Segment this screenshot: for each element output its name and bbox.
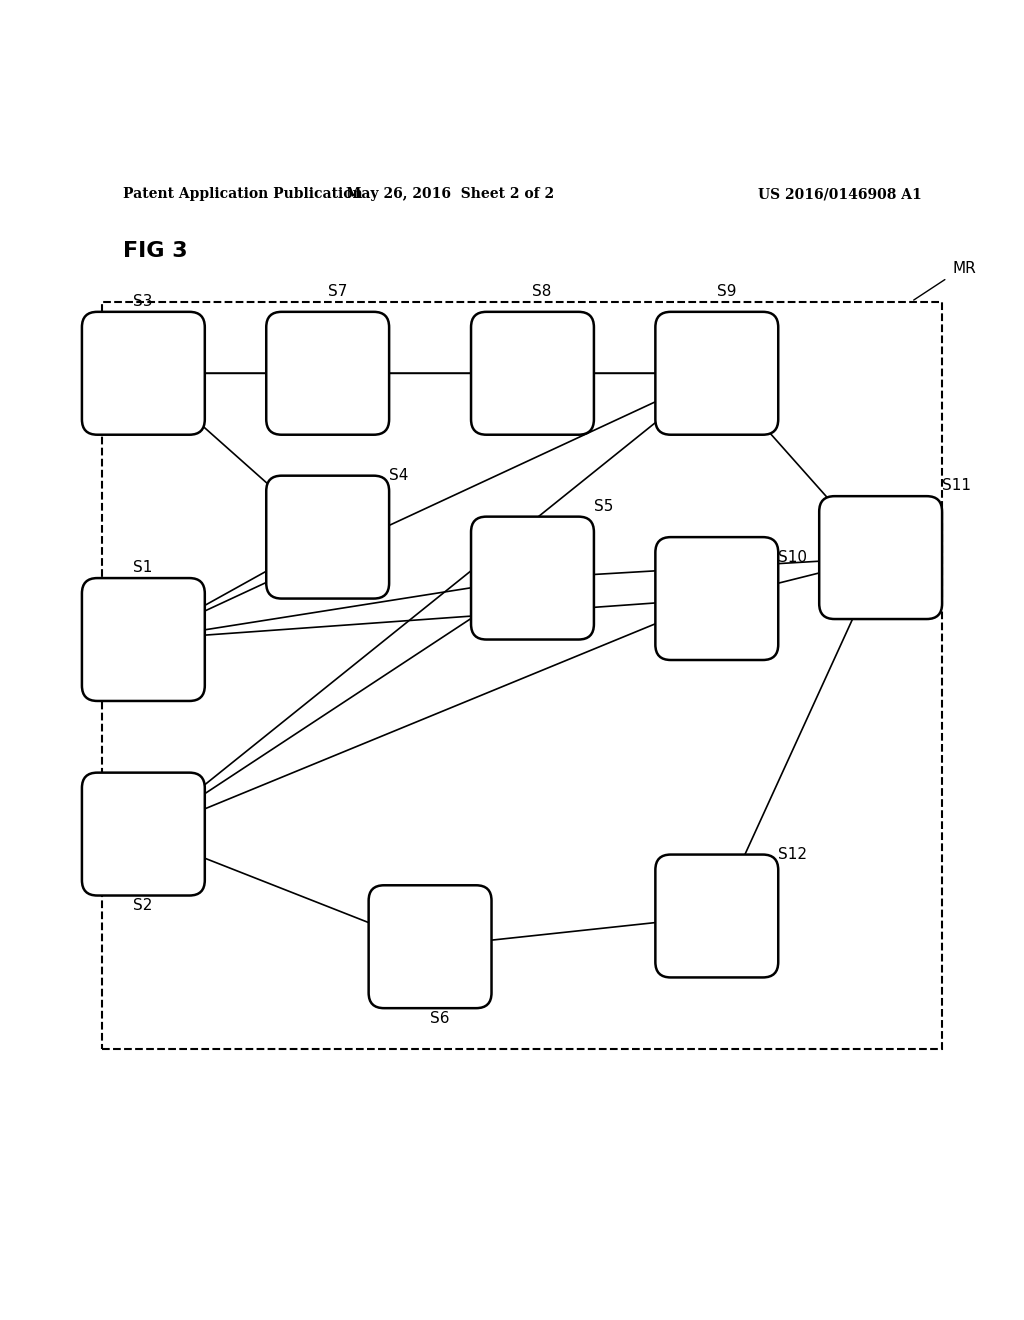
Text: S6: S6 [430, 1011, 450, 1026]
FancyBboxPatch shape [266, 312, 389, 434]
Text: MR: MR [952, 261, 976, 276]
Text: S12: S12 [778, 847, 807, 862]
FancyBboxPatch shape [471, 516, 594, 639]
FancyBboxPatch shape [82, 312, 205, 434]
FancyBboxPatch shape [655, 312, 778, 434]
Text: S11: S11 [942, 478, 971, 494]
Text: US 2016/0146908 A1: US 2016/0146908 A1 [758, 187, 922, 201]
FancyBboxPatch shape [655, 537, 778, 660]
FancyBboxPatch shape [82, 772, 205, 895]
Text: Patent Application Publication: Patent Application Publication [123, 187, 362, 201]
FancyBboxPatch shape [819, 496, 942, 619]
FancyBboxPatch shape [82, 578, 205, 701]
FancyBboxPatch shape [655, 854, 778, 977]
Text: S8: S8 [532, 284, 552, 298]
Text: May 26, 2016  Sheet 2 of 2: May 26, 2016 Sheet 2 of 2 [346, 187, 555, 201]
Text: FIG 3: FIG 3 [123, 240, 187, 260]
Text: S1: S1 [133, 560, 153, 576]
FancyBboxPatch shape [266, 475, 389, 598]
Text: S9: S9 [717, 284, 736, 298]
FancyBboxPatch shape [369, 886, 492, 1008]
Text: S10: S10 [778, 550, 807, 565]
Text: S2: S2 [133, 898, 153, 913]
Text: S5: S5 [594, 499, 613, 513]
Text: S3: S3 [133, 294, 153, 309]
Text: S4: S4 [389, 469, 409, 483]
FancyBboxPatch shape [471, 312, 594, 434]
Text: S7: S7 [328, 284, 347, 298]
